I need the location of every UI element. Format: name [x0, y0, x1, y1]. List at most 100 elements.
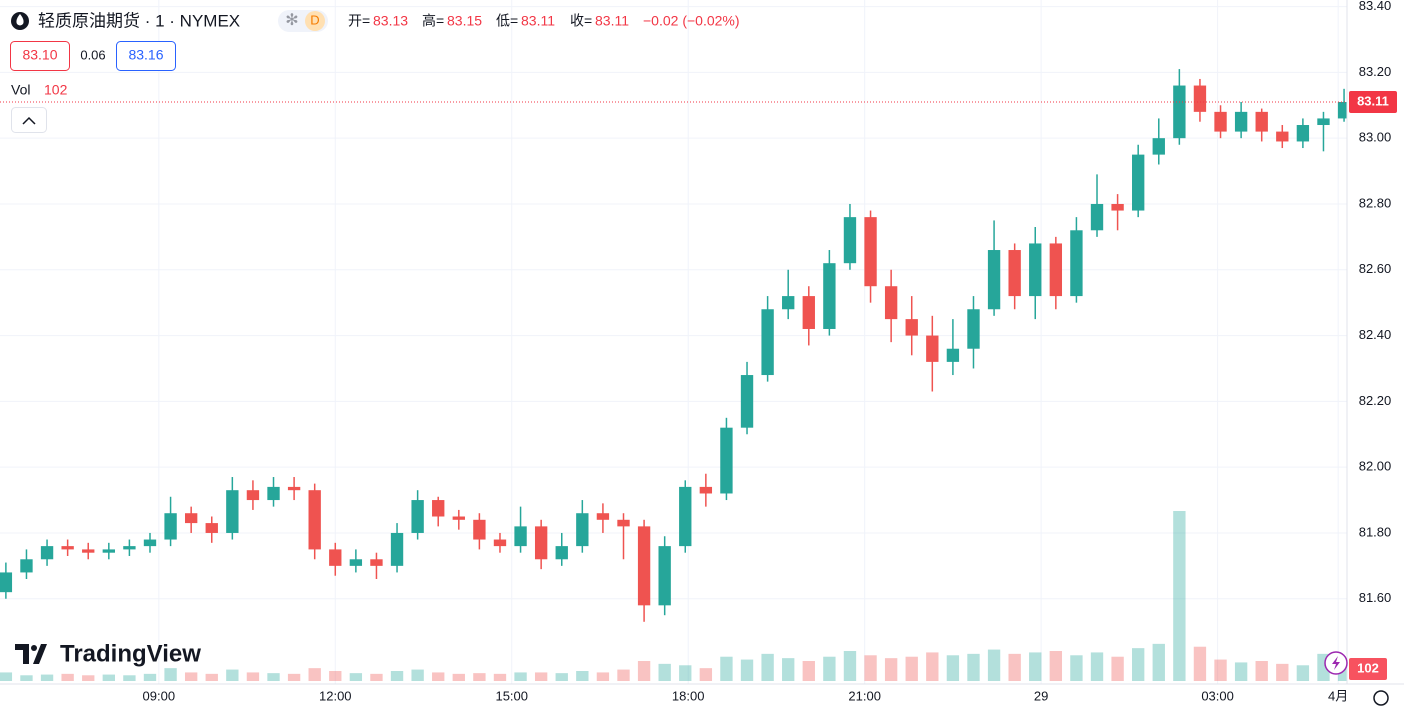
x-tick-label: 12:00 — [319, 688, 352, 703]
change: −0.02 (−0.02%) — [643, 13, 740, 29]
bid[interactable]: 83.10 — [22, 47, 57, 63]
candle-body — [1337, 101, 1347, 119]
candle-body — [761, 309, 774, 376]
volume-bar — [1070, 655, 1083, 681]
brand: TradingView — [60, 640, 201, 667]
volume-bar — [905, 656, 918, 681]
candle-body — [308, 490, 321, 550]
brand-logo-dot — [31, 645, 37, 651]
candle-body — [0, 572, 13, 593]
sell-button[interactable] — [10, 41, 70, 71]
volume-bar — [1008, 653, 1021, 681]
candle-body — [1173, 85, 1186, 139]
candle-body — [287, 486, 301, 491]
volume-bar — [349, 673, 363, 681]
candle-body — [987, 250, 1001, 310]
x-tick-label: 21:00 — [848, 688, 881, 703]
chevron[interactable] — [22, 116, 36, 125]
volume-bar — [802, 661, 815, 681]
y-tick-label: 83.20 — [1359, 64, 1392, 79]
volume-bar — [555, 673, 568, 681]
volume-bar — [1049, 651, 1063, 681]
volume-bar — [864, 655, 877, 681]
candle-body — [1152, 138, 1165, 155]
candle-body — [493, 539, 507, 547]
last-price-box — [1349, 90, 1397, 113]
ohlc-value: 83.15 — [447, 13, 482, 29]
candle-body — [534, 526, 548, 560]
symbol-title: 轻质原油期货 · 1 · NYMEX — [38, 11, 240, 30]
y-tick-label: 81.80 — [1359, 524, 1392, 539]
y-tick-label: 82.60 — [1359, 261, 1392, 276]
ask[interactable]: 83.16 — [128, 47, 163, 63]
candle-body — [102, 549, 115, 553]
volume-bar — [20, 675, 33, 681]
badge-d: D — [310, 12, 319, 27]
candle-body — [617, 519, 630, 527]
candle-body — [1008, 250, 1021, 297]
ohlc-value: 83.11 — [521, 13, 555, 29]
volume-bar — [1276, 663, 1289, 681]
volume-bar — [534, 672, 548, 681]
symbol-icon-drop — [16, 14, 24, 26]
volume-pane — [0, 511, 1347, 681]
ohlc-value: 83.11 — [595, 13, 629, 29]
volume-bar — [40, 674, 54, 681]
candle-body — [123, 546, 136, 550]
candle-body — [246, 490, 260, 501]
y-tick-label: 82.00 — [1359, 459, 1392, 474]
volume-bar — [246, 672, 260, 681]
collapse-button[interactable] — [11, 107, 47, 133]
volume-bar — [1132, 648, 1145, 681]
candle-body — [390, 532, 404, 566]
volume-bar — [287, 673, 301, 681]
volume-bar — [967, 653, 980, 681]
candle-body — [267, 486, 280, 501]
x-tick-label: 15:00 — [495, 688, 528, 703]
candle-body — [452, 516, 465, 520]
vol-value: 102 — [44, 82, 68, 98]
candle-body — [843, 217, 857, 264]
volume-bar — [514, 672, 527, 681]
buy-button[interactable] — [116, 41, 176, 71]
candle-body — [1193, 85, 1207, 112]
candle-body — [699, 486, 713, 494]
candle-body — [905, 319, 918, 336]
candle-body — [1070, 230, 1083, 297]
volume-bar — [432, 672, 445, 681]
candle-body — [20, 559, 33, 573]
candle-body — [411, 500, 424, 533]
candle-body — [40, 546, 54, 560]
settings-button[interactable] — [1373, 690, 1389, 706]
candle-body — [967, 309, 980, 349]
volume-bar — [1214, 659, 1227, 681]
candle-body — [164, 513, 177, 540]
candle-body — [473, 519, 486, 540]
y-tick-label: 82.80 — [1359, 195, 1392, 210]
lightning-icon[interactable] — [1332, 656, 1340, 670]
volume-bar — [1296, 665, 1310, 681]
ohlc-label: 开= — [348, 13, 370, 29]
y-tick-label: 82.20 — [1359, 393, 1392, 408]
volume-bar — [226, 669, 239, 681]
volume-bar — [1152, 643, 1165, 681]
volume-bar — [82, 675, 95, 681]
candle-body — [637, 526, 651, 606]
volume-bar — [308, 668, 321, 681]
volume-bar — [493, 673, 507, 681]
x-tick-label: 29 — [1034, 688, 1048, 703]
volume-bar — [102, 674, 115, 681]
volume-bar — [0, 672, 13, 681]
candle-body — [1234, 111, 1248, 132]
volume-bar — [1173, 511, 1186, 681]
last-volume-box — [1349, 658, 1387, 680]
brand-logo — [15, 644, 47, 664]
y-tick-label: 81.60 — [1359, 590, 1392, 605]
plot — [0, 69, 1347, 622]
volume-bar — [184, 672, 198, 681]
volume-bar — [390, 671, 404, 681]
volume-bar — [1337, 666, 1347, 681]
volume-bar — [1111, 656, 1124, 681]
ohlc-value: 83.13 — [373, 13, 408, 29]
x-tick-label: 03:00 — [1201, 688, 1234, 703]
